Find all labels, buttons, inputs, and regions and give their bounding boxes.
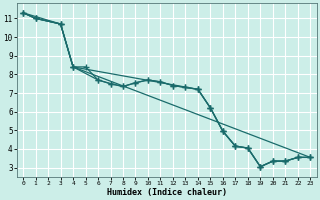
X-axis label: Humidex (Indice chaleur): Humidex (Indice chaleur) — [107, 188, 227, 197]
